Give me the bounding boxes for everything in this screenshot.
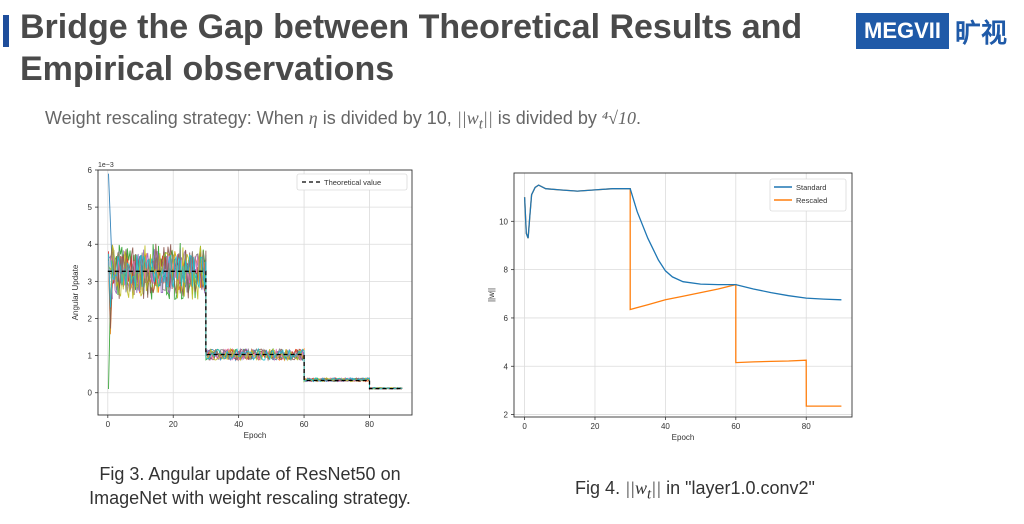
plot-frame	[513, 172, 853, 418]
fig4-caption-sub: t	[646, 486, 652, 503]
legend-label-theoretical: Theoretical value	[324, 178, 381, 187]
title-accent-bar	[3, 15, 9, 47]
y-tick-label: 3	[88, 277, 93, 286]
subtitle-eta: η	[308, 108, 318, 128]
logo-wordmark: MEGVII	[856, 13, 950, 49]
series-line-standard	[523, 184, 842, 301]
fig4-chart: 0 20 40 60 80 2 4 6 8 10 Epoch ||w|| Standard Rescale…	[480, 163, 860, 446]
subtitle-root: ⁴√10	[601, 108, 636, 128]
fig3-caption-line1: Fig 3. Angular update of ResNet50 on	[99, 464, 401, 484]
x-tick-label: 20	[591, 422, 600, 431]
fig4-caption-norm-end: ||	[651, 478, 662, 498]
fig3-svg: 0 20 40 60 80 0 1 2 3 4 5 6 Epoch Angular Update 1e−3 T…	[71, 162, 413, 440]
x-tick-label: 60	[731, 422, 740, 431]
x-tick-label: 0	[106, 420, 111, 429]
subtitle-norm-sub: t	[478, 116, 483, 133]
megvii-logo: MEGVII 旷视	[856, 13, 1008, 49]
y-tick-label: 2	[504, 411, 509, 420]
y-tick-label: 5	[88, 203, 93, 212]
y-axis-label: Angular Update	[71, 264, 80, 320]
y-tick-label: 10	[499, 217, 508, 226]
x-axis-label: Epoch	[244, 431, 267, 440]
x-axis-label: Epoch	[672, 433, 695, 442]
x-tick-label: 60	[300, 420, 309, 429]
fig4-caption-norm: ||w	[625, 478, 647, 498]
fig3-chart: 0 20 40 60 80 0 1 2 3 4 5 6 Epoch Angular Update 1e−3 T…	[70, 158, 420, 440]
fig3-caption-line2: ImageNet with weight rescaling strategy.	[89, 488, 411, 508]
subtitle: Weight rescaling strategy: When η is div…	[45, 108, 641, 134]
y-scale-label: 1e−3	[98, 162, 114, 169]
fig4-caption-suffix: in "layer1.0.conv2"	[661, 478, 815, 498]
fig4-svg: 0 20 40 60 80 2 4 6 8 10 Epoch ||w|| Standard Rescale…	[487, 172, 853, 442]
x-tick-label: 80	[802, 422, 811, 431]
y-axis-label: ||w||	[487, 288, 496, 302]
legend-label-standard: Standard	[796, 183, 826, 192]
slide-title: Bridge the Gap between Theoretical Resul…	[20, 8, 803, 88]
x-tick-label: 40	[234, 420, 243, 429]
y-tick-label: 6	[88, 166, 93, 175]
fig4-caption-prefix: Fig 4.	[575, 478, 626, 498]
fig3-caption: Fig 3. Angular update of ResNet50 on Ima…	[45, 462, 455, 510]
subtitle-text-3: is divided by	[492, 108, 602, 128]
x-tick-label: 40	[661, 422, 670, 431]
y-tick-label: 2	[88, 314, 93, 323]
logo-chinese: 旷视	[955, 18, 1008, 49]
plot-area	[514, 173, 852, 417]
x-tick-label: 20	[169, 420, 178, 429]
subtitle-norm: ||w	[456, 108, 479, 128]
y-tick-label: 0	[88, 389, 93, 398]
fig4-caption: Fig 4. ||wt|| in "layer1.0.conv2"	[520, 476, 870, 507]
x-tick-label: 0	[522, 422, 527, 431]
x-tick-label: 80	[365, 420, 374, 429]
y-tick-label: 1	[88, 352, 93, 361]
legend-box	[296, 173, 408, 191]
subtitle-text-4: .	[636, 108, 642, 128]
y-tick-label: 8	[504, 266, 509, 275]
plot-frame	[97, 169, 413, 416]
subtitle-text-1: Weight rescaling strategy: When	[45, 108, 309, 128]
y-tick-label: 4	[88, 240, 93, 249]
y-tick-label: 4	[504, 362, 509, 371]
y-tick-label: 6	[504, 314, 509, 323]
subtitle-text-2: is divided by 10,	[317, 108, 457, 128]
subtitle-norm-end: ||	[482, 108, 493, 128]
legend-label-rescaled: Rescaled	[796, 196, 827, 205]
